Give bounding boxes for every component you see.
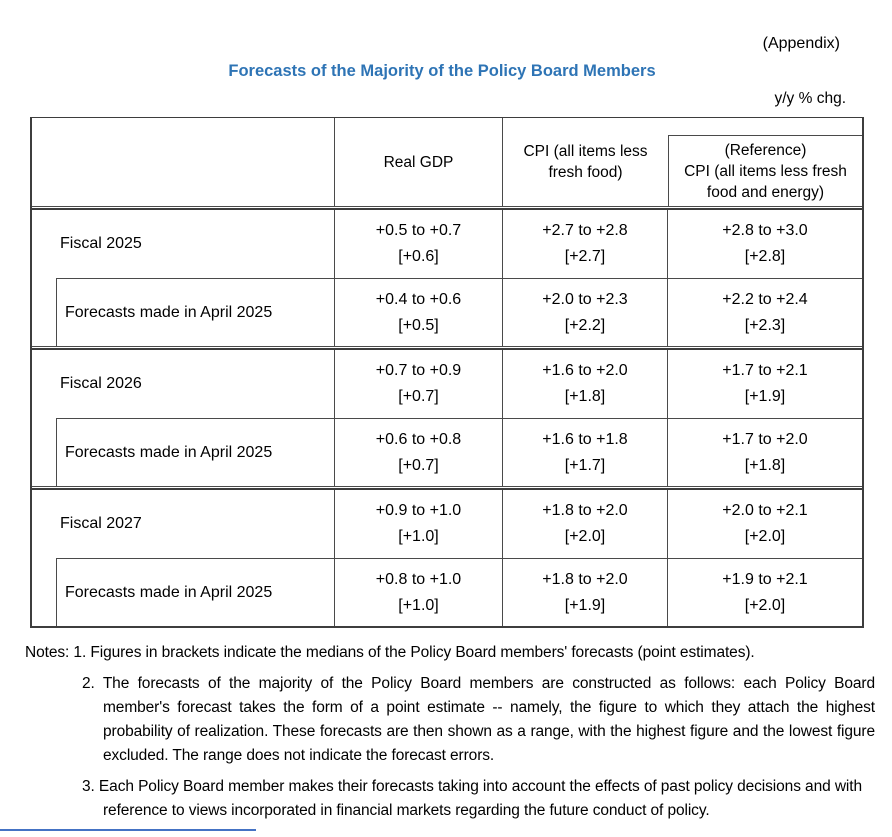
forecast-table: Real GDP CPI (all items less fresh food)… bbox=[30, 117, 864, 628]
forecast-median: [+1.9] bbox=[744, 388, 786, 405]
forecast-range: +0.8 to +1.0 bbox=[375, 570, 462, 588]
forecast-median: [+2.0] bbox=[744, 596, 786, 614]
reference-cell: +1.7 to +2.1 [+1.9] bbox=[668, 350, 862, 418]
april-forecast-label: Forecasts made in April 2025 bbox=[56, 278, 334, 346]
forecast-range: +1.7 to +2.1 bbox=[722, 362, 808, 379]
april-forecast-row: Forecasts made in April 2025 +0.8 to +1.… bbox=[32, 558, 862, 626]
forecast-median: [+2.7] bbox=[564, 248, 606, 265]
note-3-text: 3. Each Policy Board member makes their … bbox=[82, 778, 862, 819]
note-1: Notes: 1. Figures in brackets indicate t… bbox=[25, 641, 875, 665]
forecast-median: [+0.7] bbox=[398, 388, 439, 405]
unit-label: y/y % chg. bbox=[774, 90, 847, 107]
real-gdp-cell: +0.7 to +0.9 [+0.7] bbox=[335, 350, 503, 418]
forecast-range: +1.8 to +2.0 bbox=[542, 502, 628, 519]
reference-header-box: (Reference) CPI (all items less fresh fo… bbox=[668, 135, 862, 206]
forecast-range: +1.6 to +2.0 bbox=[542, 362, 628, 379]
fiscal-year-row: Fiscal 2027 +0.9 to +1.0 [+1.0] +1.8 to … bbox=[32, 490, 862, 558]
forecast-median: [+2.2] bbox=[564, 316, 606, 334]
header-cell-cpi: CPI (all items less fresh food) bbox=[503, 118, 668, 206]
forecast-range: +1.8 to +2.0 bbox=[542, 570, 628, 588]
forecast-range: +2.0 to +2.3 bbox=[542, 290, 628, 308]
forecast-median: [+1.8] bbox=[744, 456, 786, 474]
april-forecast-row: Forecasts made in April 2025 +0.6 to +0.… bbox=[32, 418, 862, 486]
table-group-fiscal-2027: Fiscal 2027 +0.9 to +1.0 [+1.0] +1.8 to … bbox=[32, 490, 862, 626]
cpi-cell: +1.6 to +2.0 [+1.8] bbox=[503, 350, 668, 418]
table-group-fiscal-2026: Fiscal 2026 +0.7 to +0.9 [+0.7] +1.6 to … bbox=[32, 350, 862, 486]
fiscal-year-label: Fiscal 2027 bbox=[32, 490, 335, 558]
fiscal-year-label: Fiscal 2025 bbox=[32, 210, 335, 278]
cpi-cell: +2.7 to +2.8 [+2.7] bbox=[503, 210, 668, 278]
forecast-median: [+1.0] bbox=[398, 528, 439, 545]
note-1-text: 1. Figures in brackets indicate the medi… bbox=[73, 644, 755, 661]
forecast-range: +1.7 to +2.0 bbox=[722, 430, 808, 448]
april-forecast-label-cell: Forecasts made in April 2025 bbox=[32, 418, 335, 486]
forecast-range: +0.5 to +0.7 bbox=[375, 222, 462, 239]
april-forecast-row: Forecasts made in April 2025 +0.4 to +0.… bbox=[32, 278, 862, 346]
cpi-cell: +2.0 to +2.3 [+2.2] bbox=[503, 278, 668, 346]
cpi-cell: +1.8 to +2.0 [+1.9] bbox=[503, 558, 668, 626]
table-header-row: Real GDP CPI (all items less fresh food)… bbox=[32, 118, 862, 206]
forecast-median: [+2.3] bbox=[744, 316, 786, 334]
reference-cell: +1.7 to +2.0 [+1.8] bbox=[668, 418, 862, 486]
header-label-reference-line1: (Reference) bbox=[724, 141, 807, 159]
forecast-range: +0.6 to +0.8 bbox=[375, 430, 462, 448]
forecast-range: +0.9 to +1.0 bbox=[375, 502, 462, 519]
note-2: 2. The forecasts of the majority of the … bbox=[82, 672, 875, 768]
footer-rule bbox=[0, 829, 256, 831]
april-forecast-label: Forecasts made in April 2025 bbox=[56, 418, 334, 486]
group-separator bbox=[32, 346, 862, 350]
forecast-median: [+0.5] bbox=[398, 316, 439, 334]
notes-label: Notes: bbox=[25, 644, 70, 661]
reference-cell: +2.8 to +3.0 [+2.8] bbox=[668, 210, 862, 278]
real-gdp-cell: +0.6 to +0.8 [+0.7] bbox=[335, 418, 503, 486]
reference-cell: +1.9 to +2.1 [+2.0] bbox=[668, 558, 862, 626]
april-forecast-label-cell: Forecasts made in April 2025 bbox=[32, 278, 335, 346]
forecast-median: [+0.6] bbox=[398, 248, 439, 265]
fiscal-year-label: Fiscal 2026 bbox=[32, 350, 335, 418]
forecast-median: [+1.9] bbox=[564, 596, 606, 614]
forecast-median: [+0.7] bbox=[398, 456, 439, 474]
cpi-cell: +1.6 to +1.8 [+1.7] bbox=[503, 418, 668, 486]
april-forecast-label: Forecasts made in April 2025 bbox=[56, 558, 334, 626]
group-separator bbox=[32, 486, 862, 490]
forecast-range: +2.0 to +2.1 bbox=[722, 502, 808, 519]
real-gdp-cell: +0.9 to +1.0 [+1.0] bbox=[335, 490, 503, 558]
header-cell-row-label bbox=[32, 118, 335, 206]
page-title: Forecasts of the Majority of the Policy … bbox=[228, 62, 656, 80]
notes-section: Notes: 1. Figures in brackets indicate t… bbox=[25, 641, 875, 830]
reference-cell: +2.2 to +2.4 [+2.3] bbox=[668, 278, 862, 346]
header-label-reference-line2: CPI (all items less fresh food and energ… bbox=[684, 162, 847, 201]
note-3: 3. Each Policy Board member makes their … bbox=[82, 775, 875, 823]
forecast-range: +0.4 to +0.6 bbox=[375, 290, 462, 308]
real-gdp-cell: +0.8 to +1.0 [+1.0] bbox=[335, 558, 503, 626]
fiscal-year-row: Fiscal 2026 +0.7 to +0.9 [+0.7] +1.6 to … bbox=[32, 350, 862, 418]
reference-cell: +2.0 to +2.1 [+2.0] bbox=[668, 490, 862, 558]
forecast-range: +1.6 to +1.8 bbox=[542, 430, 628, 448]
cpi-cell: +1.8 to +2.0 [+2.0] bbox=[503, 490, 668, 558]
forecast-median: [+1.8] bbox=[564, 388, 606, 405]
header-cell-real-gdp: Real GDP bbox=[335, 118, 503, 206]
forecast-median: [+1.7] bbox=[564, 456, 606, 474]
forecast-median: [+1.0] bbox=[398, 596, 439, 614]
real-gdp-cell: +0.4 to +0.6 [+0.5] bbox=[335, 278, 503, 346]
header-cell-reference: (Reference) CPI (all items less fresh fo… bbox=[668, 118, 862, 206]
april-forecast-label-cell: Forecasts made in April 2025 bbox=[32, 558, 335, 626]
forecast-median: [+2.0] bbox=[564, 528, 606, 545]
forecast-range: +2.8 to +3.0 bbox=[722, 222, 808, 239]
header-label-real-gdp: Real GDP bbox=[383, 153, 454, 171]
appendix-label: (Appendix) bbox=[762, 35, 840, 52]
forecast-range: +0.7 to +0.9 bbox=[375, 362, 462, 379]
group-separator bbox=[32, 206, 862, 210]
forecast-median: [+2.8] bbox=[744, 248, 786, 265]
forecast-range: +1.9 to +2.1 bbox=[722, 570, 808, 588]
real-gdp-cell: +0.5 to +0.7 [+0.6] bbox=[335, 210, 503, 278]
note-2-text: 2. The forecasts of the majority of the … bbox=[82, 675, 875, 764]
header-label-cpi: CPI (all items less fresh food) bbox=[523, 143, 648, 181]
forecast-range: +2.7 to +2.8 bbox=[542, 222, 628, 239]
fiscal-year-row: Fiscal 2025 +0.5 to +0.7 [+0.6] +2.7 to … bbox=[32, 210, 862, 278]
table-group-fiscal-2025: Fiscal 2025 +0.5 to +0.7 [+0.6] +2.7 to … bbox=[32, 210, 862, 346]
forecast-range: +2.2 to +2.4 bbox=[722, 290, 808, 308]
forecast-median: [+2.0] bbox=[744, 528, 786, 545]
